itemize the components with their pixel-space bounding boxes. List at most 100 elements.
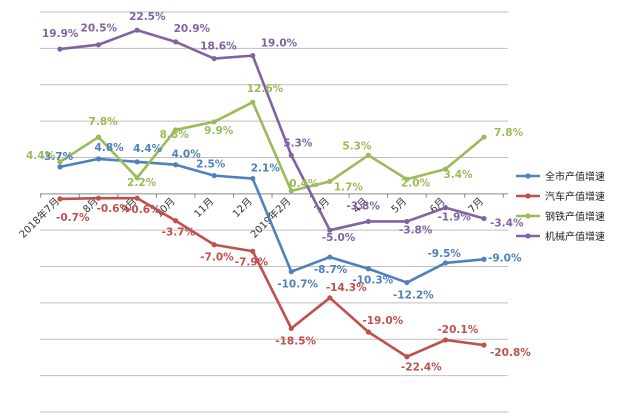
data-point [173,127,179,133]
data-label: -9.5% [427,248,461,260]
series-line [59,28,485,232]
data-labels: 3.7% 4.8% 4.4% 4.0%2.5% 2.1% -10.7% -8.7% -10.3… [26,11,531,374]
data-point [173,162,179,168]
data-label: -3.7% [162,227,196,239]
data-point [250,248,256,254]
data-label: 3.7% [44,151,74,163]
data-point [288,188,294,194]
data-label: -3.4% [490,218,524,230]
data-point [327,178,333,185]
data-label: -14.3% [326,282,367,294]
data-point [95,156,102,162]
data-point [134,27,140,33]
data-point [57,46,63,52]
data-label: 1.7% [334,181,364,193]
data-label: 9.9% [204,125,234,137]
data-point [95,195,102,201]
data-label: 4.4% [26,150,56,162]
data-point [288,269,294,275]
data-point [173,39,179,45]
series-line [59,157,485,284]
data-label: -22.4% [401,362,442,374]
data-label: 2.5% [196,159,226,171]
data-point [288,152,294,158]
data-point [95,42,102,48]
legend-marker [525,213,531,219]
data-label: -20.1% [437,324,478,336]
data-point [211,55,217,62]
data-point [57,159,63,165]
data-label: 4.4% [133,143,163,155]
data-label: 12.6% [247,83,284,95]
x-tick-label: 12月 [230,195,255,220]
data-label: 7.8% [494,127,524,139]
data-label: 5.3% [283,137,313,149]
data-label: -7.9% [235,256,269,268]
data-point [481,256,487,262]
data-label: -10.7% [277,279,318,291]
data-label: -8.7% [314,264,348,276]
data-label: -19.0% [362,315,403,327]
data-point [442,166,449,172]
data-label: 19.0% [261,38,298,50]
legend-label: 钢铁产值增速 [545,210,605,223]
data-label: 20.5% [81,23,118,35]
data-point [442,260,449,266]
data-point [211,242,217,248]
data-label: 5.3% [342,140,372,152]
data-label: 8.8% [160,129,190,141]
series-line [59,100,485,193]
data-label: 0.4% [289,178,319,190]
data-label: 20.9% [174,23,211,35]
data-point [250,53,256,59]
data-point [365,152,371,158]
legend-label: 全市产值增速 [545,170,605,183]
data-point [327,254,333,260]
x-tick-label: 2019年2月 [248,195,294,241]
data-point [327,295,333,301]
data-point [95,134,102,140]
legend-label: 机械产值增速 [545,230,605,243]
data-label: -5.0% [322,232,356,244]
data-label: 2.0% [401,177,431,189]
data-point [481,134,487,140]
data-point [211,173,217,179]
data-label: 2.1% [251,163,281,175]
data-label: -10.3% [352,275,393,287]
data-point [404,218,410,225]
data-point [442,337,449,343]
data-point [365,218,371,225]
data-point [211,119,217,125]
data-label: -3.8% [399,224,433,236]
data-label: -7.0% [200,252,234,264]
data-label: -18.5% [275,335,316,347]
data-point [134,175,140,181]
data-label: -9.0% [488,252,522,264]
data-point [134,195,140,201]
data-label: -0.6% [127,204,161,216]
data-label: 4.0% [172,149,202,161]
data-point [365,329,371,335]
legend-marker [525,233,531,239]
data-point [288,325,294,331]
data-point [327,227,333,233]
data-label: 7.8% [89,116,119,128]
data-point [365,266,371,272]
data-label: 19.9% [42,28,79,40]
data-point [481,342,487,348]
data-point [57,196,63,202]
data-label: -1.9% [437,212,471,224]
legend-marker [525,173,531,179]
data-point [481,215,487,222]
data-point [404,176,410,182]
data-label: -0.7% [56,212,90,224]
data-label: -12.2% [393,290,434,302]
data-point [250,99,256,105]
x-tick-label: 11月 [192,195,217,220]
data-label: -20.8% [490,347,531,359]
data-point [250,175,256,182]
data-label: -3.8% [346,200,380,212]
legend-label: 汽车产值增速 [545,190,605,203]
data-point [404,279,410,286]
